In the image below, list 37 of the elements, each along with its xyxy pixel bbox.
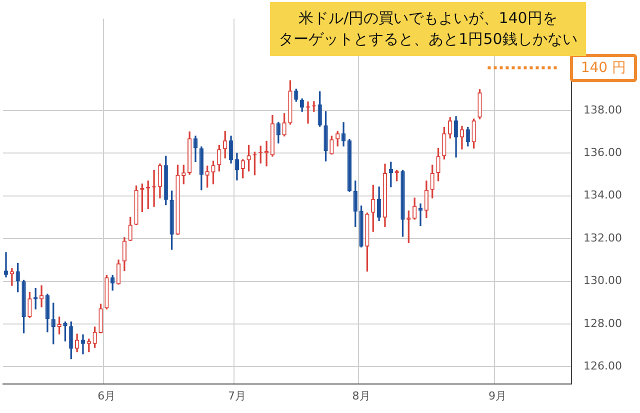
candlestick: [400, 170, 405, 237]
candlestick: [246, 144, 251, 172]
y-tick-label: 132.00: [584, 231, 622, 244]
x-tick-label: 7月: [228, 389, 246, 402]
y-tick-label: 134.00: [584, 188, 622, 202]
candlestick: [4, 252, 8, 278]
x-tick-label: 8月: [352, 389, 370, 402]
annotation: 米ドル/円の買いでもよいが、140円を: [298, 8, 558, 29]
y-tick-label: 126.00: [584, 360, 622, 373]
candlestick: [436, 148, 440, 182]
candlestick: [359, 206, 364, 248]
y-tick-label: 128.00: [584, 316, 622, 330]
ref-line-label: 140 円: [570, 54, 637, 82]
x-tick-label: 6月: [98, 389, 116, 402]
candlestick: [418, 203, 423, 226]
annotation: ターゲットとすると、あと1円50銭しかない: [278, 29, 578, 50]
y-tick-label: 130.00: [584, 274, 622, 288]
candlestick: [365, 212, 370, 272]
candlestick: [176, 164, 180, 235]
candlestick: [478, 89, 482, 120]
y-tick-label: 136.00: [584, 146, 622, 160]
y-tick-label: 138.00: [584, 103, 622, 116]
candlestick: [330, 136, 334, 155]
candlestick: [472, 118, 476, 149]
candlestick: [288, 80, 292, 125]
x-tick-label: 9月: [488, 389, 506, 402]
candlestick: [28, 292, 32, 318]
candlestick: [57, 316, 62, 334]
candlestick: [22, 280, 26, 334]
candlestick: [442, 126, 446, 160]
candlestick: [63, 322, 68, 342]
candlestick: [98, 304, 103, 334]
candlestick: [324, 111, 328, 162]
candlestick: [282, 113, 286, 136]
candlestick: [170, 190, 174, 250]
candlestick: [211, 160, 216, 184]
candlestick: [134, 185, 138, 226]
